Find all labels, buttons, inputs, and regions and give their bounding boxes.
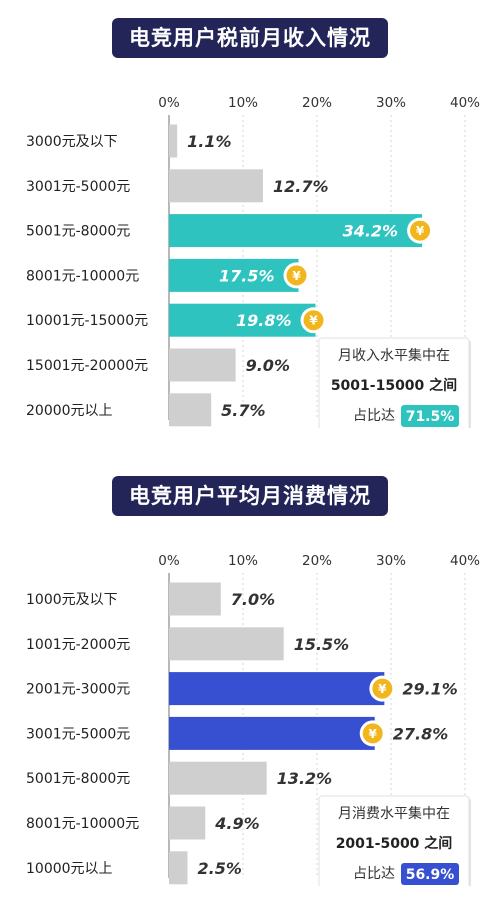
bar bbox=[169, 303, 316, 337]
annotation-badge-value: 71.5% bbox=[406, 409, 455, 425]
x-tick-label: 10% bbox=[228, 553, 258, 569]
category-label: 8001元-10000元 bbox=[26, 268, 139, 284]
coin-icon: ¥ bbox=[407, 217, 434, 244]
coin-icon-symbol: ¥ bbox=[378, 682, 387, 696]
value-label: 5.7% bbox=[221, 401, 265, 420]
bar bbox=[169, 806, 206, 840]
coin-icon-face bbox=[372, 678, 393, 699]
x-tick-label: 0% bbox=[158, 95, 180, 111]
x-tick-label: 40% bbox=[450, 95, 480, 111]
category-label: 1001元-2000元 bbox=[26, 637, 130, 653]
annotation-line1: 月收入水平集中在 bbox=[338, 347, 450, 364]
value-label: 1.1% bbox=[187, 132, 231, 151]
coin-icon-symbol: ¥ bbox=[292, 269, 301, 283]
income-chart-title: 电竞用户税前月收入情况 bbox=[112, 18, 388, 58]
bar bbox=[169, 672, 385, 706]
x-tick-label: 20% bbox=[302, 95, 332, 111]
bar bbox=[169, 716, 375, 750]
coin-icon-symbol: ¥ bbox=[369, 727, 378, 741]
coin-icon-symbol: ¥ bbox=[309, 314, 318, 328]
annotation-badge bbox=[401, 405, 459, 427]
category-label: 3001元-5000元 bbox=[26, 179, 130, 195]
coin-icon: ¥ bbox=[300, 307, 327, 334]
bar bbox=[169, 258, 299, 292]
x-tick-label: 30% bbox=[376, 553, 406, 569]
annotation-line2: 2001-5000 之间 bbox=[336, 835, 453, 852]
bar bbox=[169, 851, 188, 885]
coin-icon-face bbox=[303, 310, 324, 331]
x-tick-label: 40% bbox=[450, 553, 480, 569]
value-label: 15.5% bbox=[294, 635, 350, 654]
category-label: 15001元-20000元 bbox=[26, 358, 148, 374]
coin-icon-face bbox=[286, 265, 307, 286]
bar bbox=[169, 169, 263, 203]
spending-chart: 0% 10% 20% 30% 40% 1000元及以下 7.0% 1001元-2000元 15.… bbox=[26, 553, 480, 886]
value-label: 4.9% bbox=[214, 814, 259, 833]
value-label: 34.2% bbox=[343, 222, 399, 241]
bar bbox=[169, 582, 221, 616]
bar bbox=[169, 348, 236, 382]
bar bbox=[169, 124, 178, 158]
coin-icon: ¥ bbox=[359, 720, 386, 747]
coin-icon: ¥ bbox=[283, 262, 310, 289]
value-label: 29.1% bbox=[402, 680, 458, 699]
category-label: 20000元以上 bbox=[26, 403, 113, 419]
category-label: 3000元及以下 bbox=[26, 134, 118, 150]
coin-icon-face bbox=[410, 220, 431, 241]
coin-icon-symbol: ¥ bbox=[416, 224, 425, 238]
category-label: 10000元以上 bbox=[26, 861, 113, 877]
x-tick-label: 0% bbox=[158, 553, 180, 569]
bar bbox=[169, 627, 284, 661]
value-label: 13.2% bbox=[277, 769, 333, 788]
category-label: 8001元-10000元 bbox=[26, 816, 139, 832]
value-label: 19.8% bbox=[236, 311, 292, 330]
bar bbox=[169, 214, 423, 248]
value-label: 27.8% bbox=[393, 724, 449, 743]
value-label: 7.0% bbox=[231, 590, 275, 609]
annotation-line3: 占比达 bbox=[353, 866, 395, 882]
x-tick-label: 10% bbox=[228, 95, 258, 111]
category-label: 2001元-3000元 bbox=[26, 682, 130, 698]
x-tick-label: 20% bbox=[302, 553, 332, 569]
spending-chart-title: 电竞用户平均月消费情况 bbox=[112, 476, 388, 516]
bar bbox=[169, 761, 267, 795]
category-label: 1000元及以下 bbox=[26, 592, 118, 608]
category-label: 5001元-8000元 bbox=[26, 771, 130, 787]
x-tick-label: 30% bbox=[376, 95, 406, 111]
annotation-badge bbox=[401, 863, 459, 885]
annotation-badge-value: 56.9% bbox=[406, 867, 455, 883]
category-label: 5001元-8000元 bbox=[26, 224, 130, 240]
coin-icon-face bbox=[362, 723, 383, 744]
value-label: 12.7% bbox=[273, 177, 329, 196]
value-label: 9.0% bbox=[246, 356, 290, 375]
coin-icon: ¥ bbox=[369, 675, 396, 702]
annotation-line2: 5001-15000 之间 bbox=[331, 377, 457, 394]
value-label: 2.5% bbox=[198, 859, 242, 878]
value-label: 17.5% bbox=[219, 266, 275, 285]
category-label: 3001元-5000元 bbox=[26, 726, 130, 742]
category-label: 10001元-15000元 bbox=[26, 313, 148, 329]
income-chart: 0% 10% 20% 30% 40% 3000元及以下 1.1% 3001元-5000元 12.… bbox=[26, 95, 480, 428]
bar bbox=[169, 393, 212, 427]
annotation-line3: 占比达 bbox=[353, 408, 395, 424]
annotation-line1: 月消费水平集中在 bbox=[338, 805, 450, 822]
